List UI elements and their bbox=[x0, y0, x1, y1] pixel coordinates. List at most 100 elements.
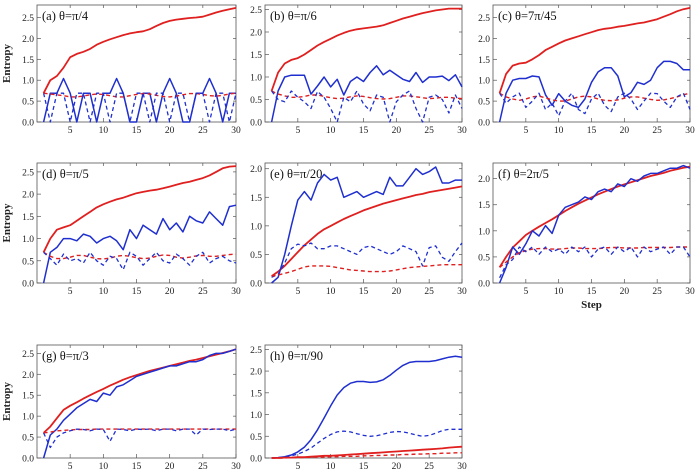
x-tick-label: 15 bbox=[359, 287, 369, 297]
panel-d: 5 10 15 20 25 30 0.0 0.5 1.0 1.5 2.0 2.5 (d) θ=π/5 En… bbox=[1, 162, 241, 297]
y-tick-label: 1.5 bbox=[478, 56, 490, 66]
x-tick-label: 20 bbox=[620, 287, 630, 297]
series-line-blue-dashed bbox=[43, 428, 237, 449]
y-tick-label: 1.5 bbox=[22, 392, 34, 402]
series-line-blue-solid bbox=[271, 166, 462, 284]
x-tick-label: 20 bbox=[392, 287, 402, 297]
x-tick-label: 25 bbox=[198, 462, 208, 472]
x-tick-label: 10 bbox=[99, 462, 109, 472]
series-line-red-solid bbox=[498, 165, 691, 268]
x-tick-label: 10 bbox=[326, 287, 336, 297]
y-tick-label: 0.5 bbox=[478, 98, 490, 108]
panel-title: (f) θ=2π/5 bbox=[498, 167, 549, 181]
y-tick-label: 1.0 bbox=[478, 227, 490, 237]
series-line-red-dashed bbox=[271, 264, 462, 277]
series-line-blue-solid bbox=[498, 164, 691, 284]
x-tick-label: 30 bbox=[231, 287, 241, 297]
x-tick-label: 15 bbox=[587, 126, 597, 136]
x-tick-label: 10 bbox=[554, 287, 564, 297]
x-tick-label: 10 bbox=[326, 126, 336, 136]
series-line-blue-dashed bbox=[42, 92, 237, 123]
x-tick-label: 20 bbox=[392, 462, 402, 472]
x-tick-label: 20 bbox=[620, 126, 630, 136]
panel-e: 5 10 15 20 25 30 0.0 0.5 1.0 1.5 2.0 (e) θ=π/20 bbox=[250, 162, 467, 297]
y-tick-label: 2.5 bbox=[22, 14, 34, 24]
x-tick-label: 20 bbox=[165, 462, 175, 472]
x-tick-label: 25 bbox=[198, 287, 208, 297]
series-line-red-solid bbox=[42, 7, 237, 94]
panel-title: (e) θ=π/20 bbox=[270, 167, 322, 181]
x-tick-label: 5 bbox=[68, 462, 73, 472]
series-line-red-solid bbox=[271, 445, 463, 459]
y-tick-label: 2.5 bbox=[250, 6, 262, 16]
x-tick-label: 5 bbox=[295, 287, 300, 297]
y-tick-label: 1.0 bbox=[22, 413, 34, 423]
series-line-blue-dashed bbox=[43, 251, 237, 271]
y-tick-label: 1.5 bbox=[250, 194, 262, 204]
x-tick-label: 10 bbox=[99, 287, 109, 297]
y-tick-label: 2.0 bbox=[22, 35, 34, 45]
series-line-red-dashed bbox=[499, 92, 691, 102]
x-tick-label: 30 bbox=[685, 126, 695, 136]
series-line-blue-solid bbox=[42, 204, 237, 284]
x-tick-label: 15 bbox=[587, 287, 597, 297]
y-tick-label: 2.0 bbox=[250, 29, 262, 39]
y-tick-label: 0.0 bbox=[478, 280, 490, 290]
x-tick-label: 30 bbox=[231, 126, 241, 136]
y-tick-label: 0.5 bbox=[478, 253, 490, 263]
panel-title: (b) θ=π/6 bbox=[270, 9, 317, 23]
y-tick-label: 1.0 bbox=[250, 222, 262, 232]
y-tick-label: 0.5 bbox=[22, 98, 34, 108]
x-tick-label: 15 bbox=[132, 462, 142, 472]
y-tick-label: 0.0 bbox=[250, 455, 262, 465]
x-tick-label: 30 bbox=[231, 462, 241, 472]
y-tick-label: 2.0 bbox=[22, 371, 34, 381]
series-line-red-solid bbox=[270, 7, 462, 92]
y-tick-label: 1.5 bbox=[478, 201, 490, 211]
series-line-blue-solid bbox=[498, 60, 690, 123]
series-line-red-solid bbox=[498, 7, 691, 94]
x-tick-label: 30 bbox=[457, 126, 467, 136]
y-tick-label: 0.0 bbox=[22, 280, 34, 290]
y-tick-label: 2.0 bbox=[250, 165, 262, 175]
x-tick-label: 10 bbox=[326, 462, 336, 472]
y-tick-label: 2.5 bbox=[22, 350, 34, 360]
x-tick-label: 5 bbox=[295, 126, 300, 136]
y-axis-title: Entropy bbox=[1, 382, 13, 421]
x-tick-label: 5 bbox=[523, 126, 528, 136]
y-axis-title: Entropy bbox=[1, 203, 13, 242]
series-line-blue-solid bbox=[271, 355, 463, 459]
x-tick-label: 25 bbox=[424, 287, 434, 297]
panel-title: (h) θ=π/90 bbox=[270, 349, 323, 363]
y-tick-label: 1.0 bbox=[250, 411, 262, 421]
x-tick-label: 15 bbox=[359, 462, 369, 472]
series-line-blue-dashed bbox=[499, 246, 691, 279]
y-tick-label: 2.0 bbox=[22, 191, 34, 201]
series-line-blue-dashed bbox=[499, 92, 691, 117]
panel-f: 5 10 15 20 25 30 0.0 0.5 1.0 1.5 2.0 (f) θ=2π/5 Step bbox=[478, 162, 695, 311]
y-tick-label: 0.0 bbox=[250, 119, 262, 129]
y-tick-label: 1.0 bbox=[250, 74, 262, 84]
x-axis-title: Step bbox=[581, 299, 602, 311]
panel-title: (c) θ=7π/45 bbox=[498, 9, 557, 23]
y-tick-label: 0.5 bbox=[250, 96, 262, 106]
x-tick-label: 20 bbox=[165, 126, 175, 136]
series-line-red-solid bbox=[271, 185, 463, 277]
x-tick-label: 5 bbox=[68, 287, 73, 297]
y-tick-label: 0.0 bbox=[250, 280, 262, 290]
x-tick-label: 25 bbox=[652, 287, 662, 297]
series-line-blue-solid bbox=[42, 348, 237, 459]
series-line-red-dashed bbox=[43, 92, 237, 98]
x-tick-label: 25 bbox=[652, 126, 662, 136]
panel-title: (g) θ=π/3 bbox=[42, 349, 89, 363]
y-tick-label: 0.0 bbox=[22, 455, 34, 465]
series-line-red-dashed bbox=[499, 246, 690, 268]
x-tick-label: 25 bbox=[424, 126, 434, 136]
y-tick-label: 1.0 bbox=[22, 77, 34, 87]
series-line-red-dashed bbox=[271, 90, 463, 100]
panel-b: 5 10 15 20 25 30 0.0 0.5 1.0 1.5 2.0 2.5 (b) θ=π/6 bbox=[250, 4, 467, 136]
panel-title: (d) θ=π/5 bbox=[42, 167, 89, 181]
panel-c: 5 10 15 20 25 30 0.0 0.5 1.0 1.5 2.0 2.5 (c) θ=7π/45 bbox=[478, 4, 695, 136]
y-tick-label: 0.5 bbox=[22, 434, 34, 444]
